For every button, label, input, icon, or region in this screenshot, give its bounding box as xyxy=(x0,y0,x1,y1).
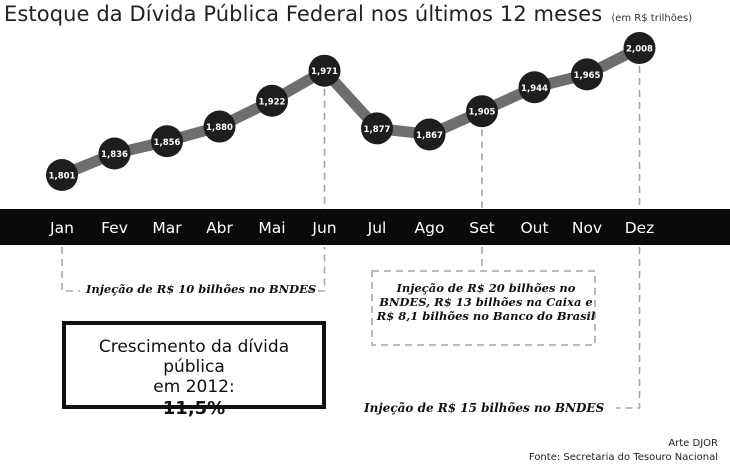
month-label-ago: Ago xyxy=(415,219,445,237)
data-point-mai xyxy=(256,84,288,117)
data-point-fev xyxy=(98,137,131,170)
data-label-dez: 2,008 xyxy=(626,45,653,55)
data-point-jun xyxy=(308,54,341,87)
bracket-set-box xyxy=(371,270,596,346)
growth-summary-value: 11,5% xyxy=(162,398,226,419)
data-label-jul: 1,877 xyxy=(364,125,391,135)
month-label-mar: Mar xyxy=(152,219,182,237)
month-band xyxy=(0,209,730,245)
annotation-set: Injeção de R$ 20 bilhões no BNDES, R$ 13… xyxy=(376,281,596,323)
data-point-jan xyxy=(46,159,78,191)
month-label-out: Out xyxy=(520,219,548,237)
chart-title: Estoque da Dívida Pública Federal nos úl… xyxy=(4,2,603,26)
data-label-mar: 1,856 xyxy=(154,138,181,148)
series-line xyxy=(56,42,645,181)
source-credit: Fonte: Secretaria do Tesouro Nacional xyxy=(528,452,718,463)
data-label-ago: 1,867 xyxy=(416,131,443,141)
data-label-fev: 1,836 xyxy=(101,150,128,160)
data-point-abr xyxy=(203,110,236,143)
chart-title-block: Estoque da Dívida Pública Federal nos úl… xyxy=(4,2,692,26)
data-point-nov xyxy=(571,58,603,91)
month-label-abr: Abr xyxy=(206,219,233,237)
month-label-set: Set xyxy=(469,219,494,237)
data-label-jan: 1,801 xyxy=(49,172,76,182)
data-label-mai: 1,922 xyxy=(259,97,286,107)
data-point-ago xyxy=(413,118,446,151)
month-label-jan: Jan xyxy=(49,219,74,237)
month-label-nov: Nov xyxy=(572,219,602,237)
chart-subtitle: (em R$ trilhões) xyxy=(611,13,693,24)
data-label-out: 1,944 xyxy=(521,84,548,94)
month-label-mai: Mai xyxy=(258,219,285,237)
annotation-dez: Injeção de R$ 15 bilhões no BNDES xyxy=(364,401,605,415)
data-label-abr: 1,880 xyxy=(206,123,233,133)
art-credit: Arte DJOR xyxy=(668,438,718,449)
data-label-nov: 1,965 xyxy=(574,71,601,81)
annotation-jun: Injeção de R$ 10 bilhões no BNDES xyxy=(86,282,317,296)
bracket-dez xyxy=(616,247,641,409)
growth-summary-line1: Crescimento da dívida pública xyxy=(98,337,290,377)
data-point-dez xyxy=(623,32,656,64)
data-point-set xyxy=(466,95,498,128)
growth-summary-box: Crescimento da dívida pública em 2012: 1… xyxy=(62,321,326,419)
month-label-fev: Fev xyxy=(101,219,128,237)
data-point-mar xyxy=(151,125,183,158)
growth-summary-line2: em 2012: xyxy=(153,377,235,397)
month-label-dez: Dez xyxy=(625,219,655,237)
data-label-jun: 1,971 xyxy=(311,67,338,77)
data-point-jul xyxy=(361,112,393,145)
bracket-jun-left xyxy=(61,247,80,292)
data-label-set: 1,905 xyxy=(469,108,496,118)
month-label-jul: Jul xyxy=(367,219,387,237)
month-label-jun: Jun xyxy=(311,219,336,237)
bracket-jun-right xyxy=(306,247,326,292)
data-point-out xyxy=(518,71,551,104)
